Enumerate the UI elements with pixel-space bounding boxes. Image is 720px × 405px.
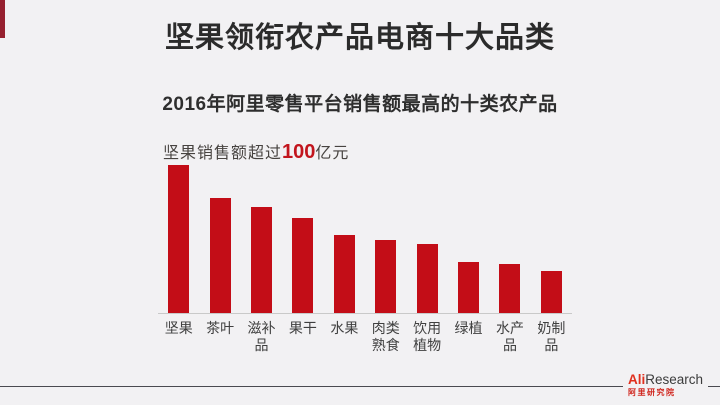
annotation-highlight-value: 100 — [282, 141, 316, 163]
bar-column — [158, 165, 199, 313]
category-label: 绿植 — [454, 321, 483, 337]
bar-column — [531, 166, 572, 313]
chart-subtitle: 2016年阿里零售平台销售额最高的十类农产品 — [162, 94, 558, 115]
bar — [292, 218, 314, 313]
bar — [375, 240, 397, 313]
bar — [251, 207, 273, 313]
bar-column — [324, 166, 365, 313]
bar-column — [241, 166, 282, 313]
bar — [333, 235, 355, 313]
bar — [499, 264, 521, 313]
category-label: 奶制品 — [537, 321, 566, 354]
bar-column — [365, 166, 406, 313]
labels-row: 坚果 茶叶 滋补品 果干 水果 肉类熟食 饮用植物 绿植 水产品 奶制品 — [158, 321, 572, 355]
category-label: 果干 — [288, 321, 317, 337]
category-label: 饮用植物 — [413, 321, 442, 354]
logo-research-text: Research — [645, 372, 703, 387]
aliresearch-logo: AliResearch 阿里研究院 — [622, 373, 708, 399]
bar-column — [489, 166, 530, 313]
corner-accent-mark — [0, 0, 5, 38]
bar — [209, 198, 231, 313]
category-label: 水产品 — [495, 321, 524, 354]
annotation-prefix: 坚果销售额超过 — [163, 143, 283, 162]
bar — [540, 271, 562, 313]
annotation-suffix: 亿元 — [315, 143, 350, 162]
bar-column — [448, 166, 489, 313]
bar — [458, 262, 480, 313]
bar — [416, 244, 438, 313]
logo-chinese-text: 阿里研究院 — [627, 387, 676, 397]
bar — [168, 165, 190, 313]
category-label: 坚果 — [164, 321, 193, 337]
category-label: 肉类熟食 — [371, 321, 400, 354]
bars-row — [158, 165, 572, 314]
category-label: 茶叶 — [206, 321, 235, 337]
chart-annotation: 坚果销售额超过100亿元 — [158, 139, 572, 166]
category-label: 滋补品 — [247, 321, 276, 354]
page-title: 坚果领衔农产品电商十大品类 — [164, 22, 555, 54]
aliresearch-wordmark: AliResearch — [628, 373, 703, 387]
bar-column — [199, 166, 240, 313]
bar-column — [282, 166, 323, 313]
bar-chart: 坚果销售额超过100亿元 坚果 茶叶 滋补品 果干 水果 肉类熟食 饮用植物 绿植 水产品 奶制品 — [158, 139, 572, 355]
footer-divider — [0, 386, 720, 387]
category-label: 水果 — [330, 321, 359, 337]
bar-column — [406, 166, 447, 313]
logo-ali-text: Ali — [627, 372, 646, 387]
